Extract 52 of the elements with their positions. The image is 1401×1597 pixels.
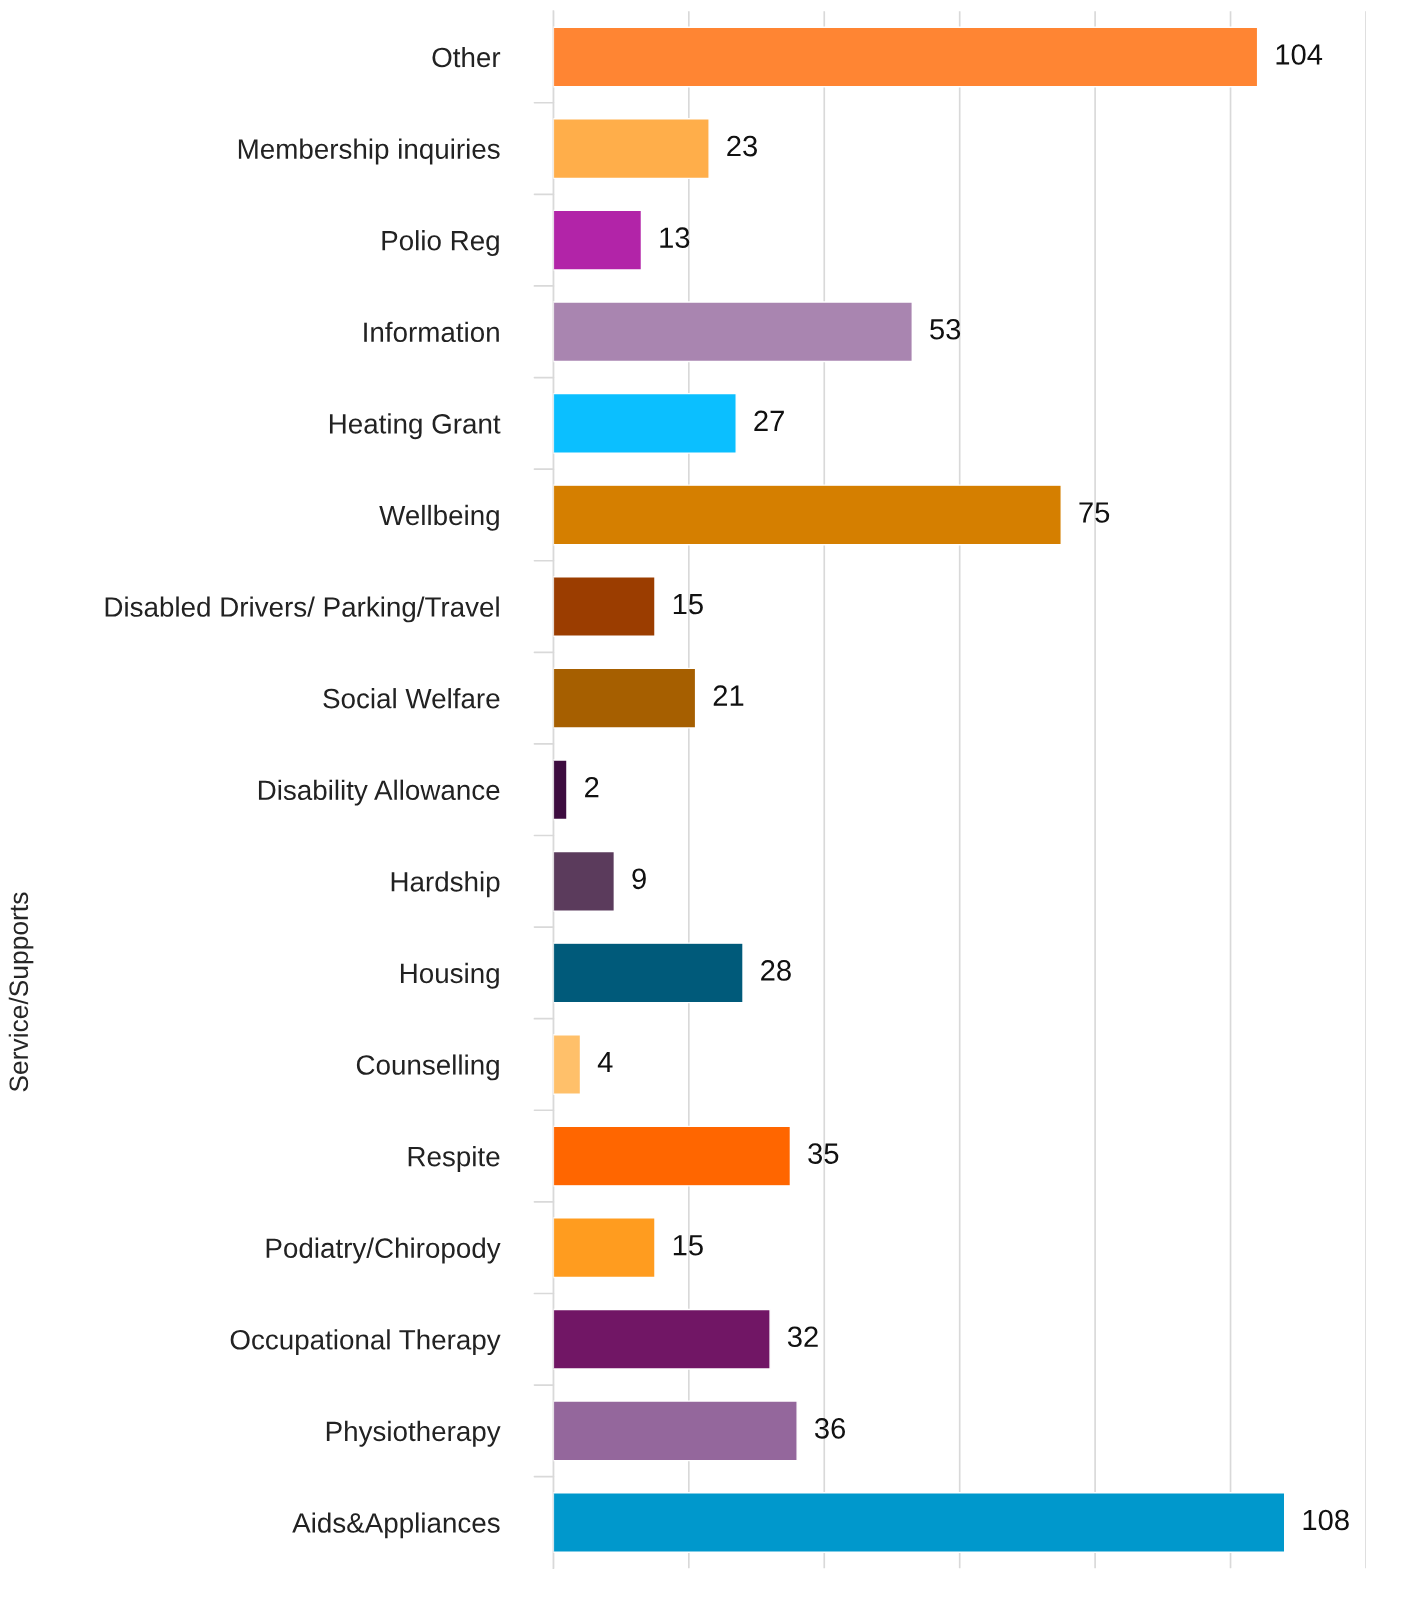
data-label: 35 — [808, 1143, 839, 1164]
y-tick-label: Wellbeing — [379, 504, 499, 531]
bar — [553, 1400, 798, 1462]
data-label: 2 — [585, 776, 599, 798]
bar — [553, 484, 1062, 546]
bar — [553, 667, 697, 729]
y-axis-title: Service/Supports — [8, 892, 34, 1092]
data-label: 108 — [1303, 1509, 1349, 1531]
bar — [553, 1034, 582, 1095]
bar — [553, 942, 744, 1004]
y-tick-label: Physiotherapy — [326, 1420, 501, 1447]
data-label: 32 — [787, 1326, 818, 1348]
data-label: 23 — [727, 135, 757, 157]
data-label: 15 — [673, 594, 703, 615]
data-label: 21 — [713, 685, 744, 706]
data-label: 13 — [660, 227, 690, 248]
bar — [553, 26, 1259, 88]
y-tick-label: Heating Grant — [329, 413, 501, 440]
data-label: 4 — [597, 1051, 613, 1073]
data-label: 104 — [1276, 44, 1323, 65]
data-label: 36 — [814, 1418, 845, 1439]
bar — [553, 576, 656, 637]
y-tick-label: Social Welfare — [323, 688, 500, 709]
data-label: 15 — [673, 1235, 703, 1256]
data-label: 75 — [1079, 502, 1110, 523]
y-tick-label: Housing — [400, 962, 499, 989]
data-label: 9 — [632, 868, 646, 890]
y-tick-label: Disabled Drivers/ Parking/Travel — [105, 596, 499, 623]
y-tick-label: Other — [432, 46, 501, 68]
bar — [553, 759, 568, 821]
bar — [553, 1125, 792, 1187]
bar — [553, 850, 616, 912]
bar — [553, 1217, 656, 1279]
data-label: 27 — [754, 410, 784, 431]
y-tick-label: Respite — [408, 1146, 500, 1172]
y-tick-label: Occupational Therapy — [230, 1329, 501, 1356]
bar — [553, 1491, 1286, 1553]
bar — [553, 392, 737, 454]
data-label: 28 — [761, 960, 791, 981]
y-tick-label: Information — [364, 321, 499, 343]
bar — [553, 118, 710, 180]
y-tick-label: Hardship — [391, 871, 500, 898]
bar — [553, 1308, 771, 1370]
y-tick-label: Membership inquiries — [238, 138, 500, 165]
y-tick-label: Counselling — [356, 1054, 499, 1081]
data-label: 53 — [930, 318, 961, 340]
y-tick-label: Podiatry/Chiropody — [266, 1237, 501, 1264]
y-tick-label: Aids&Appliances — [292, 1512, 500, 1539]
y-tick-label: Polio Reg — [382, 230, 499, 256]
bar — [553, 209, 643, 271]
bar — [553, 301, 913, 363]
y-tick-label: Disability Allowance — [258, 779, 500, 806]
